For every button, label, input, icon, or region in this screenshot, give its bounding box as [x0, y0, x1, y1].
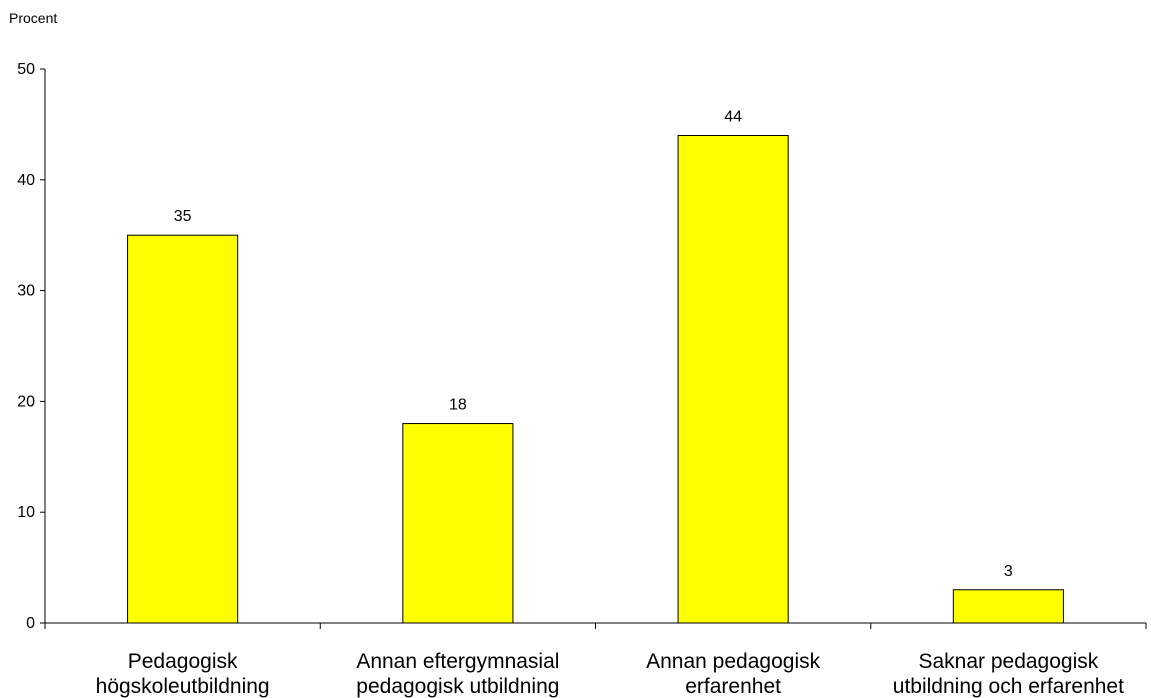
data-label: 44	[724, 108, 742, 125]
y-tick-label: 10	[17, 504, 35, 521]
bars	[127, 134, 1064, 624]
bar	[402, 423, 514, 624]
y-tick-label: 40	[17, 172, 35, 189]
data-labels: 35 18 44 3	[174, 108, 1013, 579]
x-tick-label-line: utbildning och erfarenhet	[893, 675, 1124, 698]
y-tick-label: 50	[17, 61, 35, 78]
x-tick-label: Saknar pedagogisk utbildning och erfarenh…	[893, 650, 1124, 698]
x-tick-label: Pedagogisk högskoleutbildning	[96, 650, 270, 698]
y-tick-label: 30	[17, 283, 35, 300]
y-tick-label: 20	[17, 393, 35, 410]
x-tick-label: Annan eftergymnasial pedagogisk utbildnin…	[356, 650, 559, 698]
x-tick-label: Annan pedagogisk erfarenhet	[646, 650, 820, 698]
bar	[952, 589, 1064, 624]
y-axis-label: Procent	[9, 10, 57, 26]
x-tick-label-line: erfarenhet	[685, 675, 781, 698]
x-tick-label-line: Annan pedagogisk	[646, 650, 820, 673]
bar	[677, 134, 789, 624]
data-label: 35	[174, 208, 192, 225]
x-tick-label-line: Annan eftergymnasial	[356, 650, 559, 673]
x-tick-label-line: pedagogisk utbildning	[356, 675, 559, 698]
x-tick-label-line: högskoleutbildning	[96, 675, 270, 698]
data-label: 3	[1004, 563, 1013, 580]
y-tick-label: 0	[26, 615, 35, 632]
data-label: 18	[449, 397, 467, 414]
bar	[127, 234, 239, 624]
x-tick-labels: Pedagogisk högskoleutbildning Annan efterg…	[96, 650, 1124, 698]
x-tick-label-line: Pedagogisk	[128, 650, 238, 673]
x-tick-label-line: Saknar pedagogisk	[918, 650, 1098, 673]
